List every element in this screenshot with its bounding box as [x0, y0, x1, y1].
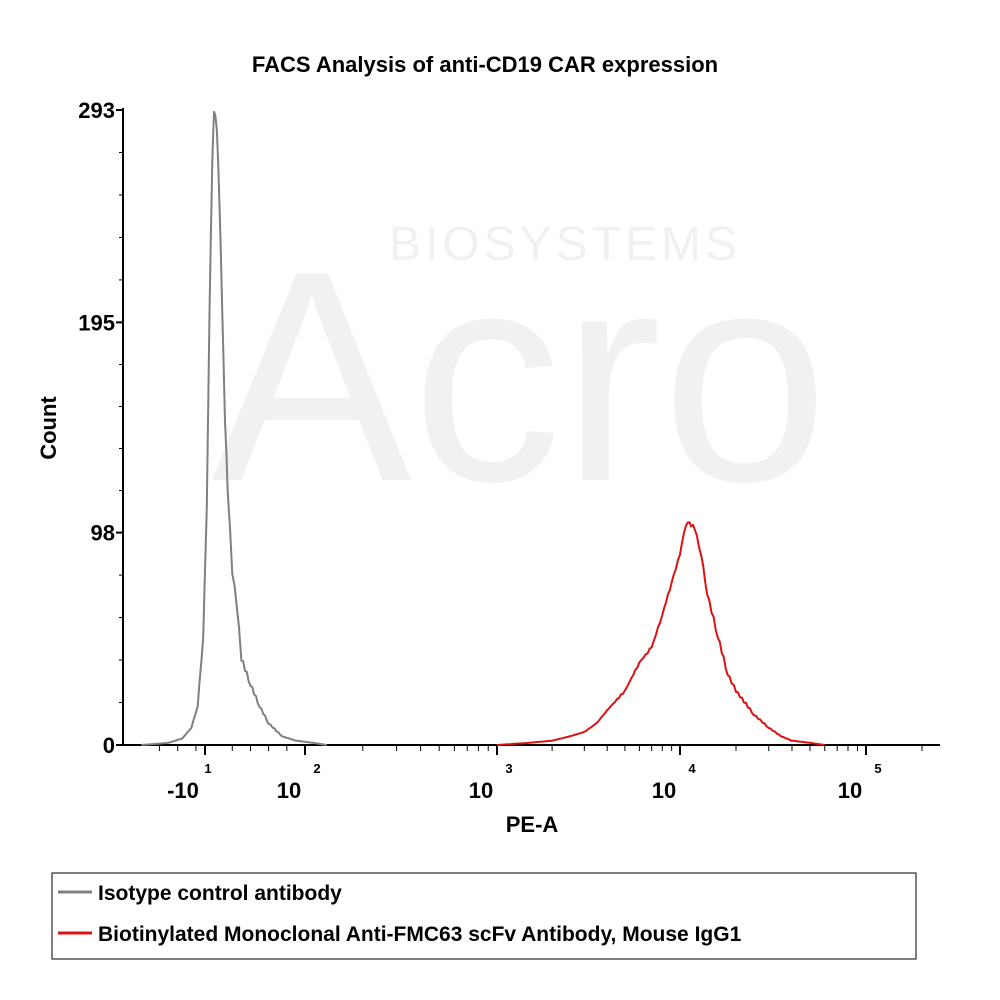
- x-tick-exponent: 3: [505, 761, 512, 776]
- x-tick-exponent: 2: [313, 761, 320, 776]
- y-tick-label: 195: [78, 310, 115, 335]
- x-tick-exponent: 5: [874, 761, 881, 776]
- chart-title: FACS Analysis of anti-CD19 CAR expressio…: [252, 52, 718, 77]
- x-tick-label: 10: [838, 778, 862, 803]
- x-tick-exponent: 4: [688, 761, 696, 776]
- legend-label-biotinylated: Biotinylated Monoclonal Anti-FMC63 scFv …: [98, 923, 742, 946]
- svg-text:BIOSYSTEMS: BIOSYSTEMS: [389, 218, 741, 271]
- y-axis-label: Count: [36, 396, 61, 460]
- x-tick-label: 10: [652, 778, 676, 803]
- y-tick-label: 98: [91, 521, 115, 546]
- x-tick-exponent: 1: [204, 761, 211, 776]
- x-tick-label: 10: [469, 778, 493, 803]
- series-line-isotype: [141, 110, 328, 746]
- legend-box: [51, 872, 917, 960]
- legend-label-isotype: Isotype control antibody: [98, 882, 342, 905]
- legend: Isotype control antibody Biotinylated Mo…: [51, 872, 917, 960]
- svg-text:Acro: Acro: [212, 208, 829, 544]
- watermark: BIOSYSTEMS Acro: [212, 208, 829, 544]
- series-line-biotinylated: [496, 521, 825, 746]
- y-tick-label: 293: [78, 98, 115, 123]
- plot-area: 0 98 195 293 -10 1 10 2 10 3 10 4 10 5: [78, 98, 940, 803]
- x-tick-label: -10: [167, 778, 199, 803]
- x-axis-label: PE-A: [506, 812, 559, 837]
- x-tick-label: 10: [277, 778, 301, 803]
- y-tick-label: 0: [103, 733, 115, 758]
